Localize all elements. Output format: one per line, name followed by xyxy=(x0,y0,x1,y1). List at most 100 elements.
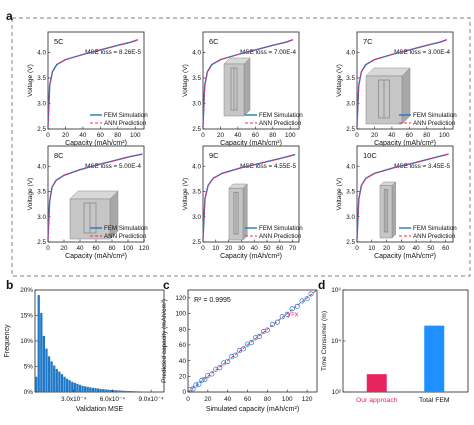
y-tick-label: 120 xyxy=(175,295,186,302)
x-tick-label: 50 xyxy=(263,245,271,252)
y-tick-label: 3.0 xyxy=(37,214,46,221)
x-tick-label: 30 xyxy=(238,245,246,252)
scatter-point xyxy=(299,298,305,304)
r-squared-label: R² = 0.9995 xyxy=(194,297,231,304)
plot-area xyxy=(47,31,145,130)
scatter-chart: 0 20 40 60 80 100 120 0 20 40 60 80 100 120 R² = 0.999… xyxy=(161,289,318,413)
y-tick-label: 10⁴ xyxy=(331,338,341,345)
y-axis-label: Predicted capacity (mAh/cm²) xyxy=(161,299,168,383)
scatter-point xyxy=(193,382,199,388)
battery-side xyxy=(391,181,396,239)
legend-fem-label: FEM Simulation xyxy=(104,112,148,119)
legend-ann-label: ANN Prediction xyxy=(104,120,147,127)
mse-label: MSE loss = 8.26E-5 xyxy=(85,49,141,56)
y-tick-label: 3.0 xyxy=(192,214,201,221)
histogram-bar xyxy=(42,335,46,392)
x-tick-label: 60 xyxy=(252,132,260,139)
y-tick-label: 3.5 xyxy=(192,75,201,82)
series-ann-line xyxy=(202,39,294,127)
legend-ann-label: ANN Prediction xyxy=(413,233,456,240)
mse-label: MSE loss = 3.00E-4 xyxy=(394,49,450,56)
rate-label: 8C xyxy=(54,151,64,160)
y-tick-label: 3.0 xyxy=(346,214,355,221)
y-tick-label: 4.0 xyxy=(192,50,201,57)
rate-label: 10C xyxy=(363,151,377,160)
y-tick-label: 4.0 xyxy=(192,163,201,170)
y-tick-label: 2.5 xyxy=(192,126,201,133)
series-ann-line xyxy=(356,39,448,127)
rate-label: 9C xyxy=(209,151,219,160)
x-axis-label: Capacity (mAh/cm²) xyxy=(374,253,436,260)
scatter-point xyxy=(304,296,310,302)
panel-a-frame xyxy=(11,17,471,277)
histogram-bar xyxy=(107,389,110,392)
voltage-chart-8C: 0 20 40 60 80 100 120 2.5 3.0 3.5 4.0 Capacity (mAh… xyxy=(27,145,150,260)
x-category-label: Our approach xyxy=(356,397,398,404)
histogram-bar xyxy=(99,388,102,392)
histogram-bar xyxy=(122,390,125,392)
x-tick-label: 0 xyxy=(46,245,50,252)
scatter-point xyxy=(241,346,247,352)
x-tick-label: 40 xyxy=(388,132,396,139)
battery-schematic xyxy=(365,67,411,125)
series-ann-line xyxy=(47,153,143,240)
y-tick-label: 3.5 xyxy=(37,75,46,82)
legend-ann-label: ANN Prediction xyxy=(259,120,302,127)
mse-label: MSE loss = 7.00E-4 xyxy=(240,49,296,56)
x-tick-label: 30 xyxy=(398,245,406,252)
histogram-bar xyxy=(63,376,66,392)
histogram-bar xyxy=(140,391,144,392)
scatter-point xyxy=(217,365,223,371)
x-tick-label: 20 xyxy=(60,245,68,252)
x-tick-label: 9.0x10⁻⁴ xyxy=(138,396,164,403)
histogram-bar xyxy=(96,388,100,392)
histogram-bar xyxy=(53,365,56,392)
x-axis-label: Validation MSE xyxy=(76,406,124,413)
histogram-bar xyxy=(114,390,118,392)
scatter-point xyxy=(274,319,280,325)
scatter-point xyxy=(190,386,196,392)
y-tick-label: 60 xyxy=(179,342,187,349)
scatter-point xyxy=(279,314,285,320)
x-tick-label: 40 xyxy=(251,245,259,252)
y-tick-label: 4.0 xyxy=(37,163,46,170)
x-tick-label: 60 xyxy=(244,396,252,403)
x-tick-label: 60 xyxy=(97,132,105,139)
plot-area xyxy=(202,145,300,243)
x-tick-label: 80 xyxy=(108,245,116,252)
x-tick-label: 60 xyxy=(406,132,414,139)
y-axis-label: Voltage (V) xyxy=(182,64,189,97)
scatter-point xyxy=(269,321,275,328)
x-tick-label: 100 xyxy=(282,396,293,403)
y-tick-label: 2.5 xyxy=(37,239,46,246)
x-tick-label: 40 xyxy=(79,132,87,139)
histogram-bar xyxy=(112,390,115,392)
histogram-bar xyxy=(94,388,97,392)
x-tick-label: 80 xyxy=(423,132,431,139)
x-tick-label: 0 xyxy=(201,132,205,139)
y-tick-label: 3.5 xyxy=(192,189,201,196)
y-tick-label: 3.0 xyxy=(192,101,201,108)
histogram-bar xyxy=(84,386,87,392)
histogram-bar xyxy=(138,391,141,392)
panel-letter-b: b xyxy=(6,278,13,292)
voltage-chart-9C: 0 10 20 30 40 50 60 70 2.5 3.0 3.5 4.0 Capacity (mAh… xyxy=(182,145,303,260)
y-axis-label: Voltage (V) xyxy=(336,178,343,211)
plot-area xyxy=(202,31,300,130)
panel-letter-d: d xyxy=(318,278,325,292)
x-tick-label: 60 xyxy=(442,245,450,252)
y-tick-label: 10% xyxy=(20,338,33,345)
plot-area xyxy=(342,289,469,393)
y-tick-label: 15% xyxy=(20,313,33,320)
x-axis-label: Simulated capacity (mAh/cm²) xyxy=(206,406,299,413)
y-tick-label: 80 xyxy=(179,326,187,333)
y-tick-label: 20% xyxy=(20,287,33,294)
x-axis-label: Capacity (mAh/cm²) xyxy=(220,253,282,260)
y-tick-label: 4.0 xyxy=(346,163,355,170)
x-tick-label: 40 xyxy=(224,396,232,403)
x-tick-label: 70 xyxy=(289,245,297,252)
histogram-bar xyxy=(37,295,40,392)
panel-letter-a: a xyxy=(6,9,13,23)
y-tick-label: 0% xyxy=(24,389,34,396)
scatter-point xyxy=(264,327,270,333)
